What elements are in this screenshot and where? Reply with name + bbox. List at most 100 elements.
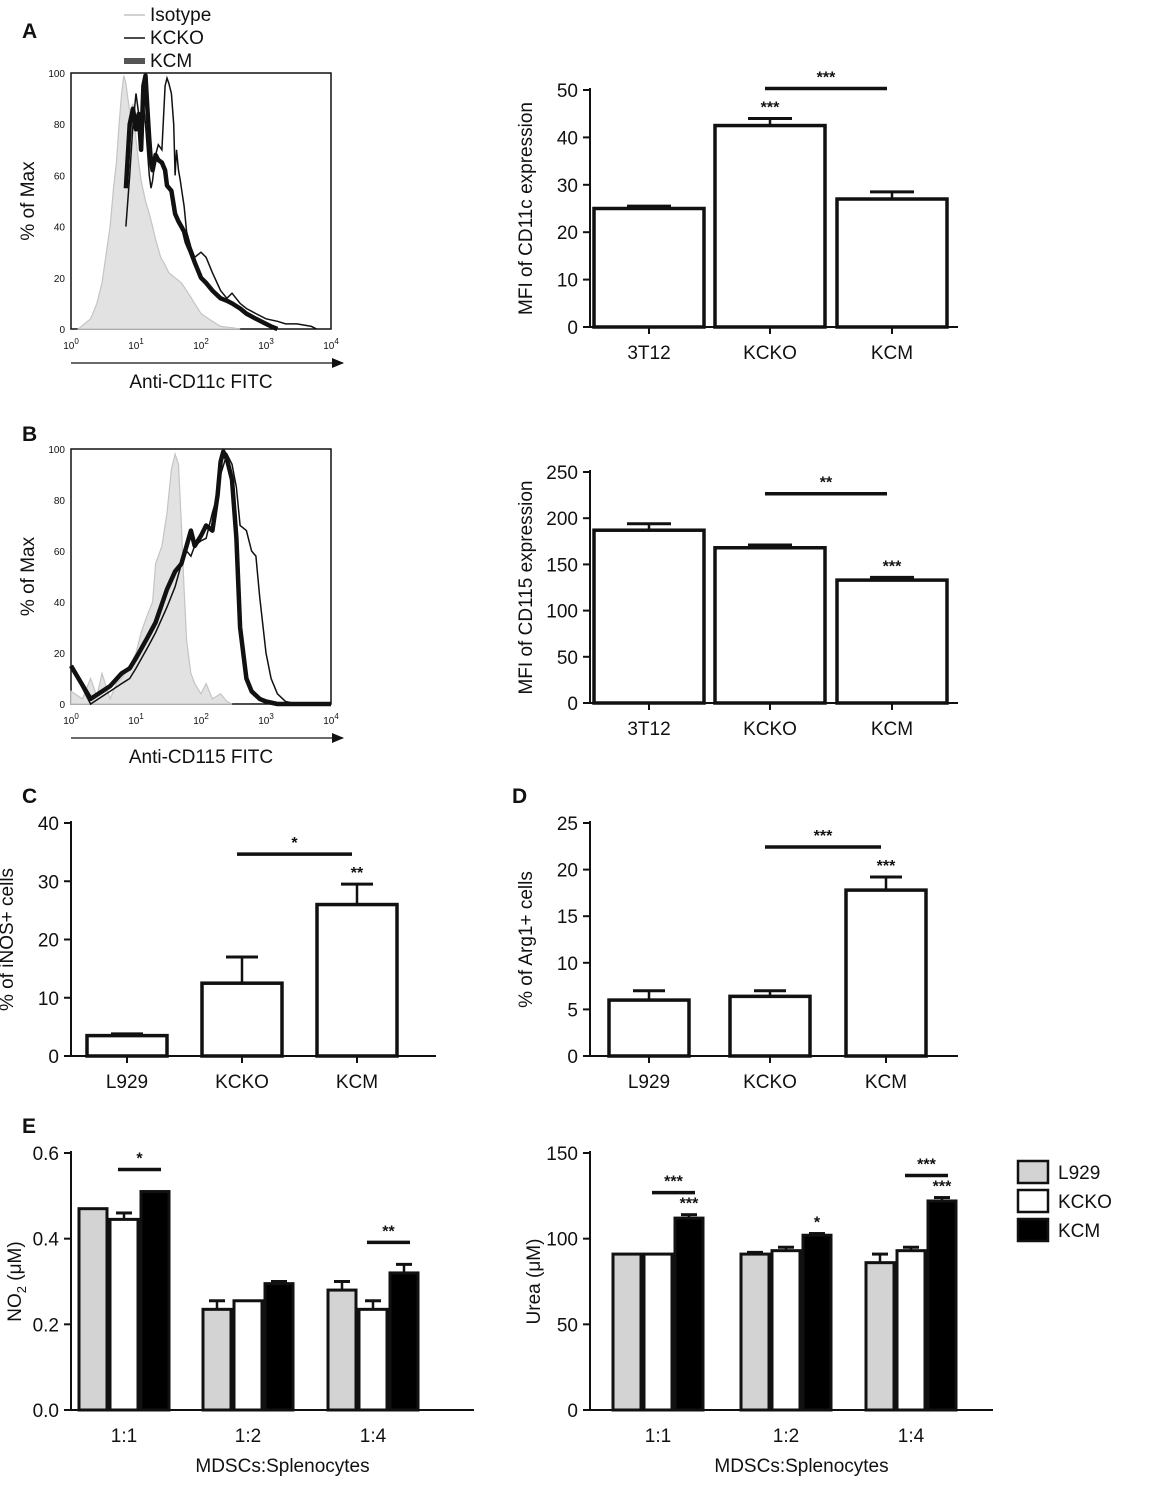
x-tick-label: 103 [258,712,274,727]
x-tick-label: KCM [871,719,913,740]
bracket-stars: *** [664,1174,683,1191]
x-tick-label: 1:2 [773,1426,799,1447]
y-tick-label: 0.0 [33,1401,59,1422]
x-tick-label: KCM [865,1072,907,1093]
bar-kcm [844,888,928,1058]
x-tick-label: 3T12 [627,343,670,364]
y-tick-label: 10 [557,954,578,975]
bar-kcko [713,123,827,329]
x-tick-label: KCKO [743,719,797,740]
significance-stars: *** [761,99,780,116]
x-axis-label: MDSCs:Splenocytes [195,1456,369,1477]
panel-label-a: A [22,20,37,43]
bar-kcm-1-2 [801,1233,833,1412]
bar-kcko [713,546,827,705]
x-tick-label: KCM [871,343,913,364]
y-tick-label: 15 [557,907,578,928]
chart-a-bar: 0 10 20 30 40 50 MFI of CD11c expression 3T12 KC… [516,69,958,364]
x-tick-label: 102 [193,712,209,727]
y-tick-label: 20 [557,223,578,244]
bracket-stars: *** [817,69,836,86]
bar-kcko [728,994,812,1058]
x-tick-label: 1:1 [645,1426,671,1447]
series-kcko-histogram [125,75,317,330]
series-kcm-histogram [123,73,279,332]
legend-swatch-kcko-bar [1016,1188,1050,1214]
bar-3t12 [592,528,706,705]
series-kcm-histogram [69,449,331,707]
chart-e-urea: 0 50 100 150 Urea (μM) MDSCs:Splenocytes 1:1 1:… [524,1144,993,1477]
y-tick-label: 0.2 [33,1315,59,1336]
bar-kcm-1-4 [388,1271,420,1412]
y-tick-label: 100 [48,445,65,456]
y-tick-label: 30 [38,872,59,893]
chart-b-bar: 0 50 100 150 200 250 MFI of CD115 expression 3T… [516,463,958,740]
y-tick-label: 0 [48,1047,59,1068]
y-tick-label: 60 [54,171,66,182]
x-tick-label: KCM [336,1072,378,1093]
x-tick-label: 100 [63,712,79,727]
y-tick-label: 0.4 [33,1230,60,1251]
bar-kcko-1-1 [108,1217,140,1412]
y-tick-label: 50 [557,1315,578,1336]
y-tick-label: 20 [54,649,66,660]
legend-swatch-l929 [1016,1159,1050,1185]
y-tick-label: 0 [59,700,65,711]
histogram-legend: Isotype KCKO KCM [124,5,211,72]
panel-label-c: C [22,785,37,808]
bar-l929-1-4 [864,1261,896,1412]
significance-stars: *** [680,1196,699,1213]
bar-kcko-1-2 [232,1299,264,1412]
bar-kcm [315,902,399,1058]
y-axis-label: NO2 (μM) [5,1241,29,1321]
y-tick-label: 60 [54,547,66,558]
y-axis-label: % of iNOS+ cells [0,868,18,1011]
x-tick-label: 103 [258,337,274,352]
bracket-stars: ** [382,1223,395,1240]
panel-label-b: B [22,423,37,446]
bracket-stars: * [136,1151,143,1168]
bar-kcm-1-4 [926,1199,958,1412]
bar-kcko-1-2 [770,1249,802,1412]
bar-l929-1-1 [77,1207,109,1412]
y-tick-label: 0.6 [33,1144,59,1165]
legend-label-kcko-bar: KCKO [1058,1192,1112,1213]
chart-b-histogram: 0 20 40 60 80 100 100 101 102 103 104 Anti-CD115 FI… [18,445,344,768]
bar-legend: L929 KCKO KCM [1016,1159,1112,1243]
bar-kcko-1-4 [357,1307,389,1412]
y-axis-label: % of Max [18,161,39,241]
significance-stars: ** [351,865,364,882]
y-tick-label: 0 [567,1047,578,1068]
significance-stars: *** [933,1179,952,1196]
y-tick-label: 10 [557,271,578,292]
legend-label-kcko: KCKO [150,28,204,49]
y-tick-label: 40 [557,128,578,149]
y-tick-label: 100 [546,602,578,623]
chart-e-no2: 0.0 0.2 0.4 0.6 NO2 (μM) MDSCs:Splenocytes 1:1… [5,1144,474,1477]
y-axis-label: % of Arg1+ cells [516,871,537,1008]
y-tick-label: 20 [54,274,66,285]
plot-frame [70,448,332,705]
y-tick-label: 40 [54,223,66,234]
bar-kcko-1-1 [642,1252,674,1412]
significance-stars: *** [883,558,902,575]
bracket-stars: *** [917,1157,936,1174]
legend-swatch-kcm-bar [1016,1217,1050,1243]
y-tick-label: 150 [546,1144,578,1165]
x-tick-label: 1:4 [360,1426,387,1447]
bar-l929 [607,998,691,1058]
bar-kcm-1-2 [263,1282,295,1412]
panel-label-d: D [512,785,527,808]
bar-l929-1-4 [326,1288,358,1412]
y-tick-label: 0 [567,1401,578,1422]
y-tick-label: 100 [546,1230,578,1251]
legend-label-isotype: Isotype [150,5,211,26]
y-tick-label: 150 [546,555,578,576]
legend-label-kcm: KCM [150,51,192,72]
bar-kcko [200,981,284,1058]
x-tick-label: 101 [128,337,144,352]
x-tick-label: KCKO [215,1072,269,1093]
x-tick-label: 104 [323,337,339,352]
